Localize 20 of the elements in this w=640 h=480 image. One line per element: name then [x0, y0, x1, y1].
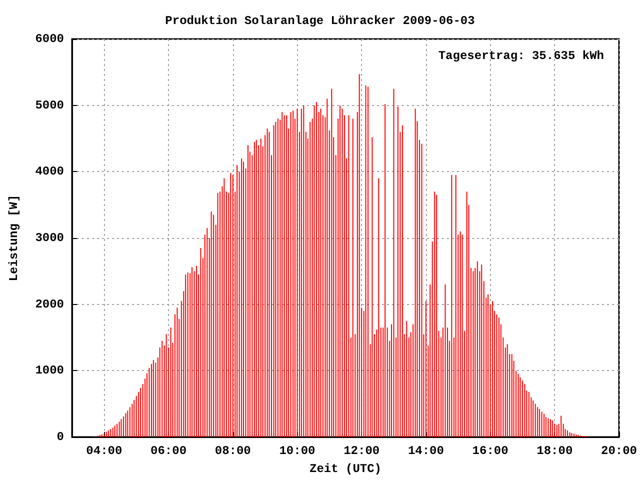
x-tick-label: 14:00	[408, 444, 444, 458]
y-tick-label: 3000	[35, 231, 64, 245]
x-tick-label: 12:00	[344, 444, 380, 458]
x-tick-label: 08:00	[214, 444, 251, 458]
chart-title: Produktion Solaranlage Löhracker 2009-06-03	[165, 14, 475, 28]
x-tick-label: 04:00	[86, 444, 122, 458]
annotation: Tagesertrag: 35.635 kWh	[438, 49, 604, 63]
y-tick-label: 4000	[35, 164, 64, 179]
x-tick-label: 18:00	[536, 444, 573, 458]
y-axis-title: Leistung [W]	[7, 194, 21, 282]
y-tick-label: 6000	[35, 32, 64, 46]
x-tick-label: 10:00	[279, 444, 316, 458]
x-tick-label: 16:00	[472, 444, 508, 458]
x-tick-label: 06:00	[150, 444, 187, 458]
x-axis-title: Zeit (UTC)	[309, 462, 382, 476]
y-tick-label: 0	[56, 430, 64, 444]
x-tick-label: 20:00	[600, 444, 638, 458]
y-tick-label: 5000	[35, 98, 64, 112]
y-tick-label: 2000	[35, 297, 64, 312]
y-tick-label: 1000	[35, 364, 64, 378]
